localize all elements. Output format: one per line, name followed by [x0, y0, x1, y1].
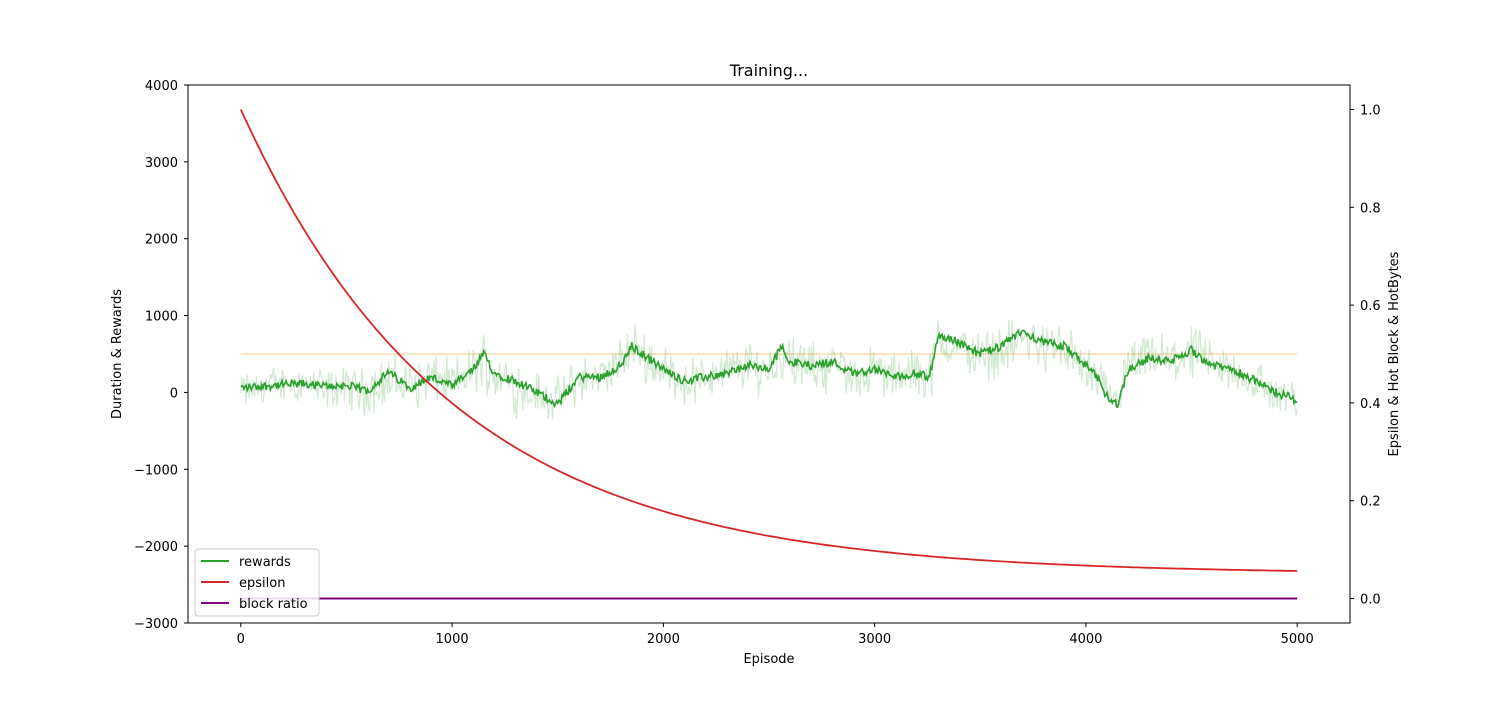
x-tick-label: 4000: [1069, 632, 1102, 647]
y-axis-left: −3000 −2000 −1000 0 1000 2000 3000 4000: [134, 79, 188, 632]
y-left-tick-label: 0: [170, 386, 178, 401]
x-tick-label: 3000: [858, 632, 891, 647]
legend-box: [194, 548, 320, 617]
y-right-tick-label: 0.8: [1360, 201, 1381, 216]
y-left-tick-label: 4000: [145, 79, 178, 94]
y-left-tick-label: −1000: [134, 463, 178, 478]
plot-layer: [239, 109, 1298, 600]
y-left-tick-label: 3000: [145, 156, 178, 171]
y-left-tick-label: −3000: [134, 617, 178, 632]
epsilon-line: [239, 109, 1298, 572]
rewards-line: [240, 328, 1298, 409]
legend-label-block-ratio: block ratio: [239, 597, 308, 612]
y-axis-right: 0.0 0.2 0.4 0.6 0.8 1.0: [1350, 103, 1381, 608]
y-right-tick-label: 0.4: [1360, 397, 1381, 412]
x-axis: 0 1000 2000 3000 4000 5000: [237, 623, 1314, 647]
y-right-tick-label: 0.2: [1360, 495, 1381, 510]
x-tick-label: 2000: [647, 632, 680, 647]
x-tick-label: 0: [237, 632, 245, 647]
x-tick-label: 1000: [436, 632, 469, 647]
x-axis-label: Episode: [743, 652, 794, 667]
legend: rewards epsilon block ratio: [194, 548, 320, 617]
chart-title: Training...: [729, 61, 808, 80]
y-right-tick-label: 0.6: [1360, 299, 1381, 314]
y-left-tick-label: 1000: [145, 310, 178, 325]
y-axis-left-label: Duration & Rewards: [110, 289, 125, 419]
x-tick-label: 5000: [1281, 632, 1314, 647]
legend-label-epsilon: epsilon: [239, 576, 285, 591]
y-right-tick-label: 0.0: [1360, 593, 1381, 608]
y-axis-right-label: Epsilon & Hot Block & HotBytes: [1387, 251, 1402, 456]
y-left-tick-label: −2000: [134, 540, 178, 555]
y-left-tick-label: 2000: [145, 233, 178, 248]
legend-label-rewards: rewards: [239, 555, 291, 570]
plot-frame: [187, 84, 1351, 624]
y-right-tick-label: 1.0: [1360, 103, 1381, 118]
